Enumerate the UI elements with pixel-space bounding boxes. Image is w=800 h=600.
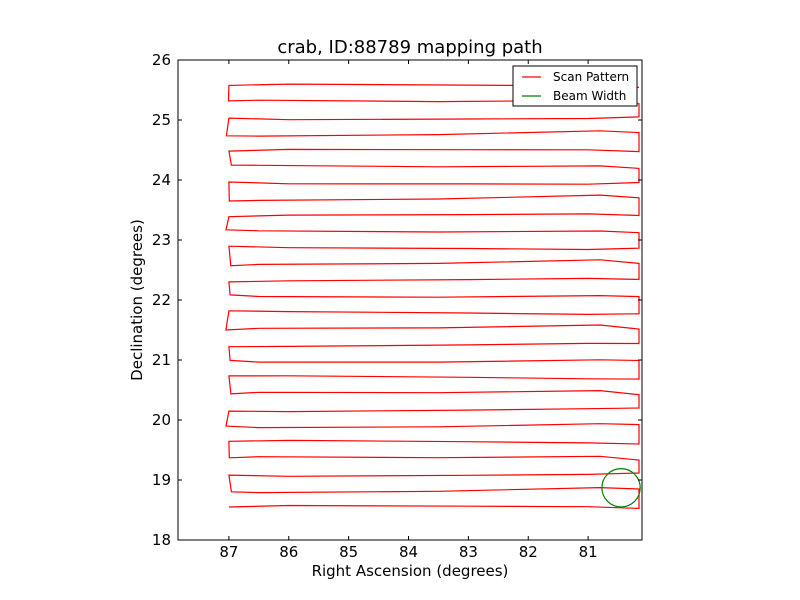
scan-pattern-line [225,83,640,510]
y-axis-label: Declination (degrees) [128,219,146,381]
y-tick-label: 20 [152,411,171,429]
y-tick-label: 18 [152,531,171,549]
x-tick-label: 82 [519,543,538,561]
legend-box [512,65,638,107]
plot-background [178,60,642,540]
plot-area [178,60,642,540]
axis-ticks: 87 86 85 84 83 82 81 18 19 20 21 22 23 24 25 26 [152,51,642,561]
x-tick-label: 81 [579,543,598,561]
x-tick-label: 85 [339,543,358,561]
x-tick-label: 84 [399,543,418,561]
x-axis-label: Right Ascension (degrees) [312,562,509,580]
legend-label-scan-pattern: Scan Pattern [553,70,629,84]
scan-pattern-series [225,83,640,510]
x-tick-label: 87 [219,543,238,561]
y-tick-label: 25 [152,111,171,129]
y-tick-label: 19 [152,471,171,489]
legend-label-beam-width: Beam Width [553,89,626,103]
x-tick-label: 86 [279,543,298,561]
y-tick-label: 21 [152,351,171,369]
y-tick-label: 26 [152,51,171,69]
plot-frame [177,59,643,541]
legend: Scan Pattern Beam Width [512,65,638,107]
chart-title: crab, ID:88789 mapping path [277,37,542,58]
beam-width-circle [601,468,641,508]
x-tick-label: 83 [459,543,478,561]
y-tick-label: 23 [152,231,171,249]
y-tick-label: 24 [152,171,171,189]
y-tick-label: 22 [152,291,171,309]
